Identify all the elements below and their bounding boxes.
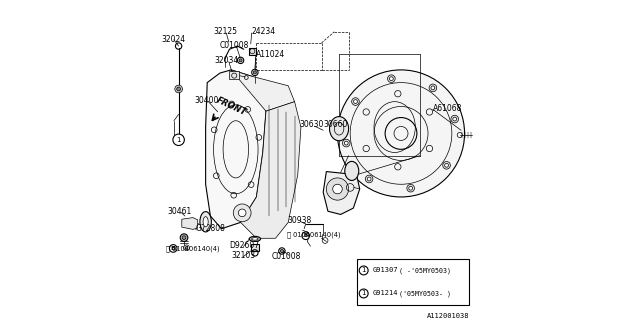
Circle shape — [333, 184, 342, 194]
Text: 1: 1 — [362, 268, 366, 273]
Text: 24234: 24234 — [252, 27, 276, 36]
Circle shape — [326, 178, 349, 200]
Circle shape — [390, 77, 393, 81]
Polygon shape — [205, 70, 266, 229]
Text: 30938: 30938 — [287, 216, 312, 225]
Circle shape — [238, 209, 246, 217]
Circle shape — [353, 100, 357, 103]
Text: ('05MY0503- ): ('05MY0503- ) — [399, 290, 451, 297]
Circle shape — [173, 134, 184, 146]
Circle shape — [342, 139, 350, 147]
Circle shape — [431, 86, 435, 90]
Polygon shape — [231, 70, 294, 111]
Text: G91307: G91307 — [372, 268, 398, 273]
Circle shape — [359, 266, 368, 275]
Bar — [230, 71, 239, 79]
Text: 30400: 30400 — [195, 96, 219, 105]
Bar — [251, 244, 259, 251]
Text: B: B — [171, 246, 175, 251]
Circle shape — [233, 204, 251, 222]
Ellipse shape — [330, 116, 349, 141]
Polygon shape — [182, 218, 198, 229]
Text: 1: 1 — [362, 291, 366, 296]
Ellipse shape — [345, 161, 359, 180]
Text: A61068: A61068 — [433, 103, 462, 113]
Text: FRONT: FRONT — [215, 95, 248, 117]
Ellipse shape — [200, 212, 211, 232]
Circle shape — [351, 98, 359, 105]
Circle shape — [302, 232, 310, 240]
Text: 1: 1 — [177, 137, 181, 143]
Circle shape — [443, 162, 451, 169]
Circle shape — [409, 186, 413, 190]
Circle shape — [451, 115, 458, 123]
Text: 30630: 30630 — [300, 120, 324, 129]
Text: Ⓑ 010406140(4): Ⓑ 010406140(4) — [287, 231, 340, 238]
Text: B: B — [303, 233, 308, 238]
Text: 32125: 32125 — [214, 27, 237, 36]
Circle shape — [180, 234, 188, 242]
Text: 32024: 32024 — [162, 35, 186, 44]
Ellipse shape — [252, 238, 258, 240]
Circle shape — [170, 244, 177, 252]
Polygon shape — [323, 172, 360, 214]
Text: 32034: 32034 — [214, 56, 239, 65]
Text: G72808: G72808 — [196, 224, 226, 233]
Circle shape — [337, 70, 465, 197]
Text: Ⓑ 010406140(4): Ⓑ 010406140(4) — [166, 245, 220, 252]
Circle shape — [453, 117, 456, 121]
Circle shape — [344, 141, 348, 145]
Bar — [356, 259, 469, 305]
Circle shape — [367, 177, 371, 181]
Circle shape — [388, 75, 395, 83]
Text: A112001038: A112001038 — [427, 313, 469, 319]
Circle shape — [429, 84, 436, 92]
Circle shape — [186, 246, 188, 249]
Circle shape — [239, 59, 242, 62]
Ellipse shape — [249, 236, 260, 242]
Text: 30660: 30660 — [323, 120, 348, 129]
Text: ( -'05MY0503): ( -'05MY0503) — [399, 267, 451, 274]
Circle shape — [365, 175, 373, 183]
Text: 30461: 30461 — [168, 207, 192, 216]
Text: 32103: 32103 — [231, 251, 255, 260]
Circle shape — [359, 289, 368, 298]
Circle shape — [182, 236, 186, 240]
Circle shape — [445, 164, 449, 167]
Circle shape — [253, 71, 257, 74]
Ellipse shape — [203, 217, 208, 227]
Circle shape — [280, 249, 284, 252]
Bar — [249, 48, 255, 55]
Text: C01008: C01008 — [272, 252, 301, 261]
Circle shape — [407, 184, 415, 192]
Text: A11024: A11024 — [256, 50, 285, 59]
Polygon shape — [241, 102, 301, 238]
Text: G91214: G91214 — [372, 291, 398, 296]
Circle shape — [175, 85, 182, 93]
Circle shape — [177, 87, 180, 91]
Text: C01008: C01008 — [220, 41, 250, 50]
Text: D92607: D92607 — [230, 241, 260, 250]
